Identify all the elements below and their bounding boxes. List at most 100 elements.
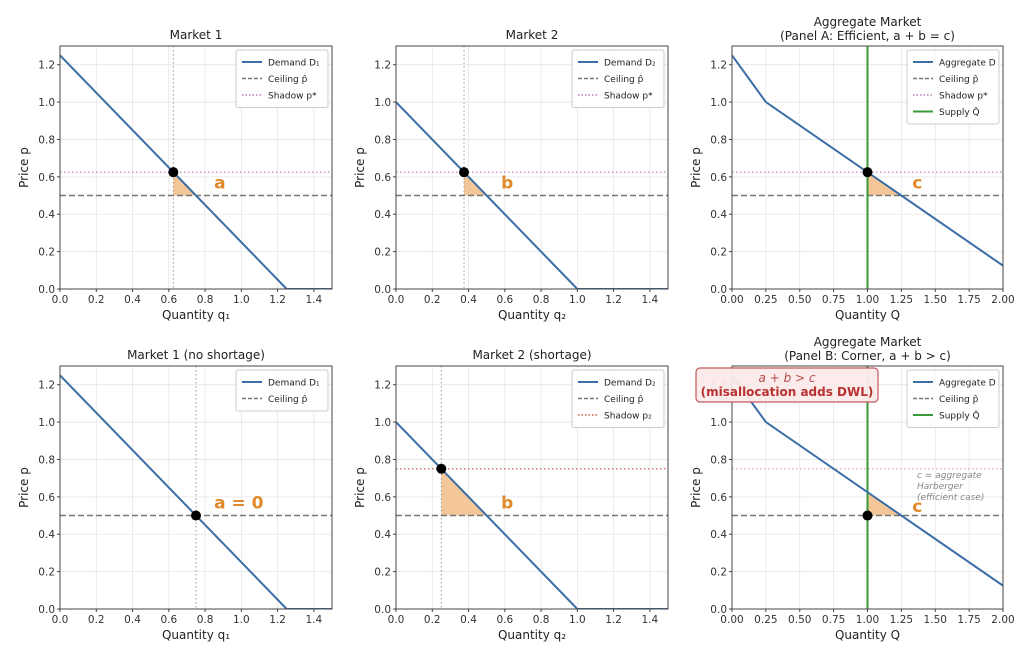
panel-p2: b 0.0 0.2 0.4 0.6 0.8 1.0 1.2 1.4 0.0 0.2 0.4 0.6 0.8… — [353, 28, 669, 322]
x-tick-label: 0.25 — [754, 614, 777, 626]
y-tick-label: 0.0 — [710, 604, 727, 616]
demand-curve — [732, 54, 1003, 267]
y-tick-label: 0.4 — [374, 209, 391, 221]
y-tick-label: 1.0 — [710, 97, 727, 109]
legend-box — [571, 49, 665, 108]
legend: Aggregate D Ceiling p̂ Shadow p* Supply Q̂ — [906, 49, 1000, 125]
x-tick-label: 0.6 — [496, 614, 513, 626]
panel-p1: a 0.0 0.2 0.4 0.6 0.8 1.0 1.2 1.4 0.0 0.2 0.4 0.6 0.8… — [17, 28, 333, 322]
y-tick-label: 1.0 — [374, 417, 391, 429]
plot-frame — [395, 45, 669, 290]
x-tick-label: 0.4 — [460, 294, 477, 306]
warning-box — [695, 367, 879, 403]
y-tick-label: 0.2 — [710, 567, 727, 579]
x-tick-label: 0.8 — [197, 614, 214, 626]
x-tick-label: 2.00 — [991, 294, 1014, 306]
x-tick-label: 1.4 — [306, 294, 323, 306]
demand-curve — [60, 374, 332, 609]
y-tick-label: 0.8 — [710, 454, 727, 466]
warning-line-2: (misallocation adds DWL) — [701, 385, 874, 399]
x-tick-label: 1.50 — [924, 614, 947, 626]
y-tick-label: 0.4 — [710, 529, 727, 541]
legend: Demand D₂ Ceiling p̂ Shadow p* — [571, 49, 665, 108]
harberger-note: c = aggregate — [917, 471, 982, 481]
legend-label: Supply Q̂ — [939, 410, 980, 422]
area-label: c — [912, 497, 922, 517]
equilibrium-point — [862, 510, 873, 521]
x-tick-label: 0.4 — [124, 614, 141, 626]
demand-curve — [396, 421, 668, 609]
x-tick-label: 1.0 — [233, 614, 250, 626]
y-tick-label: 1.0 — [374, 97, 391, 109]
legend-label: Aggregate D — [939, 379, 996, 389]
y-tick-label: 0.4 — [710, 209, 727, 221]
y-tick-label: 0.4 — [38, 209, 55, 221]
x-tick-label: 1.4 — [306, 614, 323, 626]
legend-label: Shadow p* — [268, 92, 317, 102]
plot-content — [396, 366, 668, 609]
x-tick-label: 1.2 — [269, 614, 286, 626]
harberger-note: Harberger — [917, 482, 964, 492]
x-tick-label: 1.0 — [569, 294, 586, 306]
chart-title: Aggregate Market — [814, 335, 922, 349]
x-tick-label: 0.0 — [52, 294, 69, 306]
x-tick-label: 0.2 — [88, 614, 105, 626]
y-tick-label: 0.2 — [710, 247, 727, 259]
y-tick-label: 1.0 — [38, 417, 55, 429]
x-tick-label: 0.00 — [720, 294, 743, 306]
x-tick-label: 1.2 — [605, 614, 622, 626]
equilibrium-point — [436, 463, 447, 474]
area-label: c — [912, 173, 922, 193]
y-tick-label: 0.6 — [38, 492, 55, 504]
harberger-note: (efficient case) — [917, 493, 984, 503]
x-tick-label: 0.6 — [160, 294, 177, 306]
x-tick-label: 0.4 — [124, 294, 141, 306]
plot-content — [60, 46, 332, 289]
legend: Demand D₂ Ceiling p̂ Shadow p₂ — [571, 369, 665, 428]
x-tick-label: 1.50 — [924, 294, 947, 306]
area-label: a = 0 — [214, 493, 264, 513]
x-tick-label: 0.25 — [754, 294, 777, 306]
x-axis-label: Quantity q₂ — [498, 628, 566, 642]
y-tick-label: 0.4 — [374, 529, 391, 541]
y-tick-label: 0.2 — [374, 567, 391, 579]
y-axis-label: Price p — [689, 467, 703, 508]
demand-curve — [60, 54, 332, 289]
x-tick-label: 1.4 — [642, 294, 659, 306]
y-tick-label: 0.6 — [710, 172, 727, 184]
legend-label: Ceiling p̂ — [604, 74, 644, 85]
legend-label: Ceiling p̂ — [268, 74, 308, 85]
y-tick-label: 0.0 — [38, 284, 55, 296]
legend-label: Demand D₁ — [268, 379, 320, 389]
x-axis-label: Quantity q₁ — [162, 308, 230, 322]
legend-label: Ceiling p̂ — [939, 394, 979, 405]
x-tick-label: 0.0 — [388, 614, 405, 626]
y-tick-label: 0.2 — [38, 247, 55, 259]
equilibrium-point — [191, 510, 201, 521]
x-tick-label: 1.2 — [269, 294, 286, 306]
legend-label: Shadow p₂ — [604, 412, 652, 422]
plot-frame — [59, 45, 333, 290]
x-tick-label: 0.50 — [788, 614, 811, 626]
legend: Aggregate D Ceiling p̂ Supply Q̂ — [906, 369, 1000, 428]
y-tick-label: 1.2 — [374, 60, 391, 72]
plot-content — [396, 46, 668, 289]
chart-subtitle: (Panel B: Corner, a + b > c) — [784, 349, 951, 363]
y-tick-label: 0.2 — [38, 567, 55, 579]
x-tick-label: 0.00 — [720, 614, 743, 626]
y-axis-label: Price p — [353, 147, 367, 188]
legend-box — [906, 369, 1000, 428]
x-axis-label: Quantity Q — [835, 308, 900, 322]
x-tick-label: 0.0 — [52, 614, 69, 626]
y-tick-label: 0.0 — [374, 604, 391, 616]
x-tick-label: 0.8 — [533, 614, 550, 626]
legend-label: Ceiling p̂ — [939, 74, 979, 85]
y-tick-label: 0.6 — [374, 492, 391, 504]
area-label: b — [501, 173, 513, 193]
warning-line-1: a + b > c — [759, 371, 816, 385]
plot-content — [60, 366, 332, 609]
x-tick-label: 1.0 — [233, 294, 250, 306]
chart-title: Market 2 (shortage) — [472, 348, 591, 362]
x-axis-label: Quantity Q — [835, 628, 900, 642]
